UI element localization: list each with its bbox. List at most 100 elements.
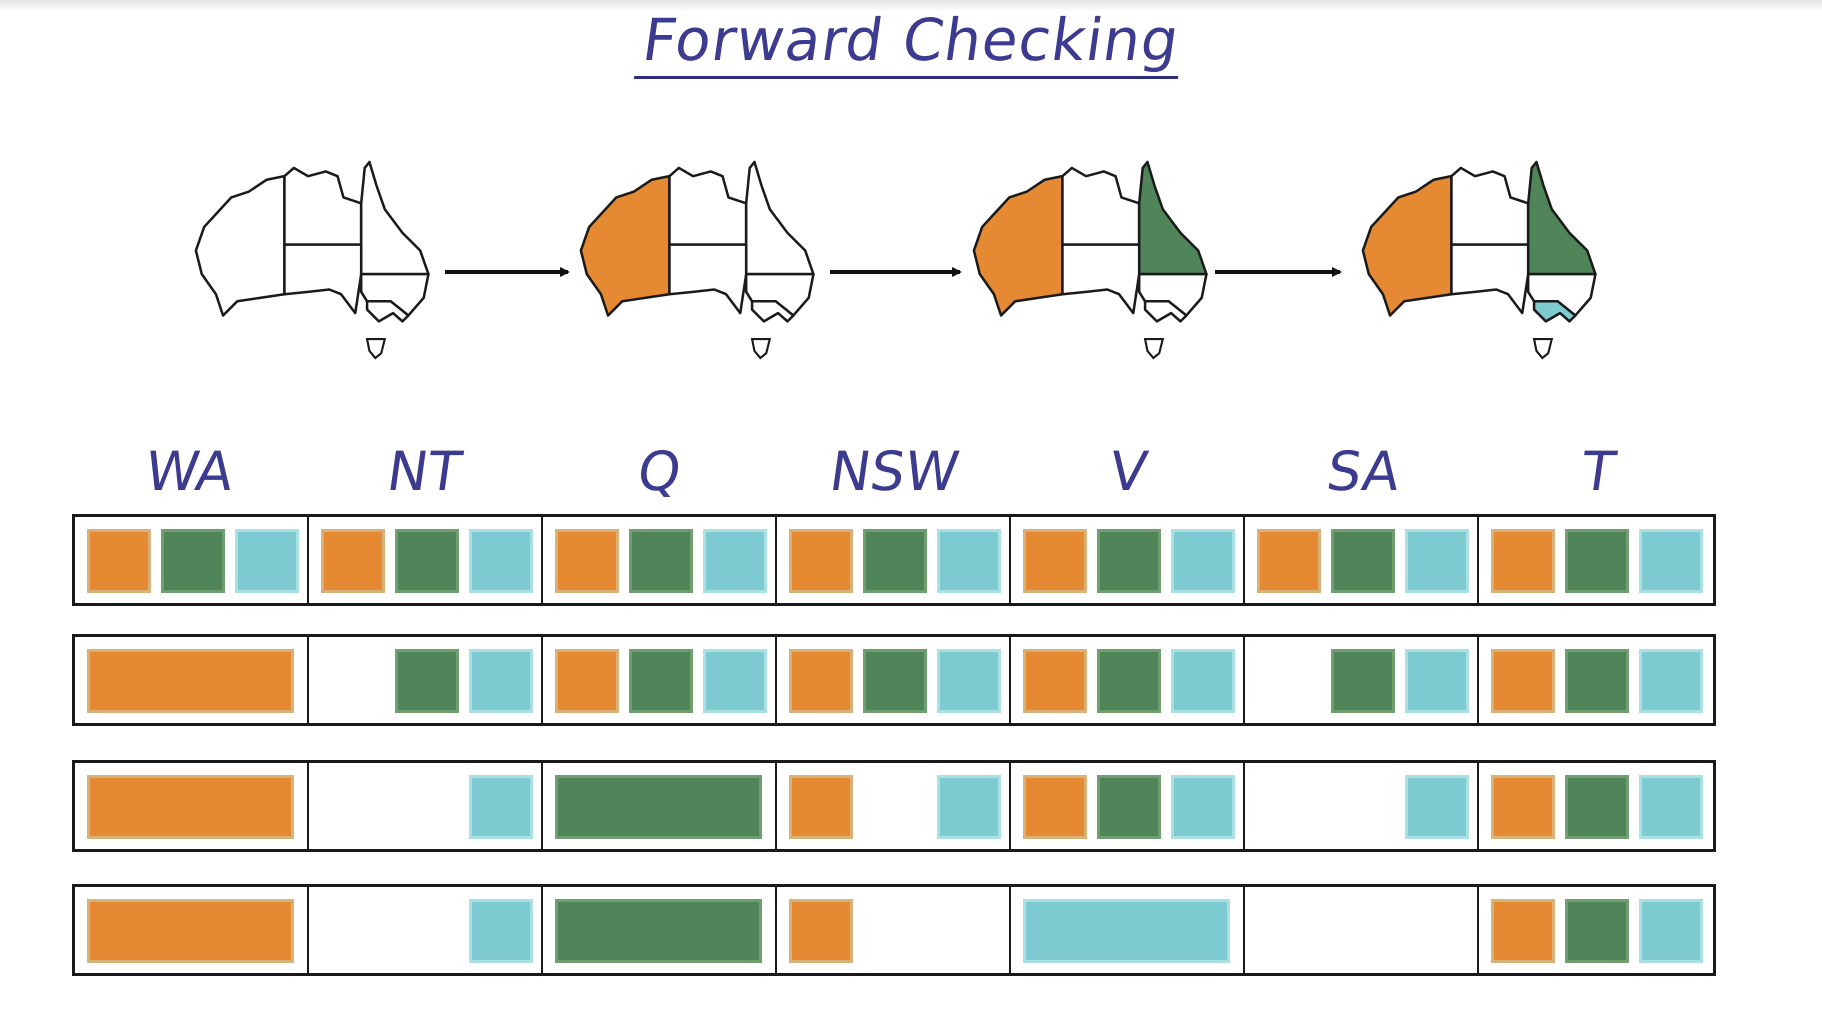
map-region-wa [194,174,286,317]
map-region-v [1532,300,1577,323]
map-sequence [194,160,1597,360]
map-region-v [1143,300,1188,323]
domain-value-green [161,529,225,593]
domain-value-orange [789,899,853,963]
domain-cell-nsw [777,763,1011,849]
domain-value-green [863,529,927,593]
domain-value-green [1565,529,1629,593]
domain-value-green [1097,775,1161,839]
map-region-v [365,300,410,323]
australia-map-2 [579,160,815,360]
domain-cell-nsw [777,887,1011,973]
domain-value-orange [1491,529,1555,593]
domain-value-blue [1639,529,1703,593]
domain-cell-nt [309,887,543,973]
assigned-value-green [555,899,762,963]
domain-value-green [1565,775,1629,839]
domain-value-blue [469,775,533,839]
domain-value-orange [789,649,853,713]
domain-value-green [1097,649,1161,713]
domain-value-blue [1639,649,1703,713]
domain-cell-q [543,517,777,603]
domain-value-blue [703,529,767,593]
header-wa: WA [141,440,238,503]
domain-value-orange [1491,899,1555,963]
domain-value-blue [1405,529,1469,593]
domain-value-orange [1023,649,1087,713]
domain-cell-q [543,887,777,973]
map-region-v [750,300,795,323]
domain-cell-sa [1245,517,1479,603]
domain-value-blue [469,649,533,713]
domain-row-1 [72,514,1716,606]
domain-cell-sa [1245,887,1479,973]
domain-value-blue [937,775,1001,839]
domain-value-orange [1023,529,1087,593]
header-sa: SA [1323,440,1405,503]
australia-map-1 [194,160,430,360]
domain-value-orange [789,775,853,839]
domain-cell-sa [1245,763,1479,849]
domain-value-blue [469,529,533,593]
assigned-value-blue [1023,899,1230,963]
domain-cell-v [1011,887,1245,973]
domain-value-blue [1171,649,1235,713]
domain-row-2 [72,634,1716,726]
map-region-t [1532,338,1554,360]
domain-cell-sa [1245,637,1479,723]
domain-value-green [1565,649,1629,713]
domain-cell-q [543,637,777,723]
domain-cell-t [1479,763,1713,849]
domain-value-green [1331,529,1395,593]
domain-value-blue [1171,529,1235,593]
domain-value-orange [555,649,619,713]
domain-cell-v [1011,637,1245,723]
domain-value-green [629,529,693,593]
map-region-wa [972,174,1064,317]
domain-cell-nt [309,517,543,603]
domain-value-blue [937,649,1001,713]
domain-cell-nsw [777,637,1011,723]
domain-cell-v [1011,517,1245,603]
domain-value-green [395,529,459,593]
domain-value-blue [1639,899,1703,963]
domain-cell-wa [75,887,309,973]
domain-cell-t [1479,637,1713,723]
assigned-value-orange [87,649,294,713]
domain-value-blue [1405,775,1469,839]
domain-cell-t [1479,887,1713,973]
header-nsw: NSW [825,440,963,503]
assigned-value-orange [87,775,294,839]
header-t: T [1577,440,1620,503]
map-region-wa [1361,174,1453,317]
domain-value-orange [1023,775,1087,839]
domain-value-green [395,649,459,713]
domain-value-blue [703,649,767,713]
domain-value-green [629,649,693,713]
australia-map-3 [972,160,1208,360]
domain-cell-nsw [777,517,1011,603]
domain-cell-v [1011,763,1245,849]
domain-cell-nt [309,763,543,849]
domain-value-green [1331,649,1395,713]
domain-value-green [1565,899,1629,963]
domain-value-blue [937,529,1001,593]
domain-value-blue [469,899,533,963]
map-region-nt [1450,166,1530,246]
header-nt: NT [383,440,466,503]
domain-value-orange [555,529,619,593]
domain-cell-wa [75,637,309,723]
domain-value-orange [789,529,853,593]
map-region-nt [1061,166,1141,246]
domain-value-orange [87,529,151,593]
domain-row-3 [72,760,1716,852]
assigned-value-green [555,775,762,839]
domain-value-orange [1491,775,1555,839]
domain-value-green [1097,529,1161,593]
assigned-value-orange [87,899,294,963]
map-region-q [1526,160,1597,276]
map-region-q [359,160,430,276]
map-region-t [1143,338,1165,360]
map-region-nt [668,166,748,246]
map-region-q [744,160,815,276]
